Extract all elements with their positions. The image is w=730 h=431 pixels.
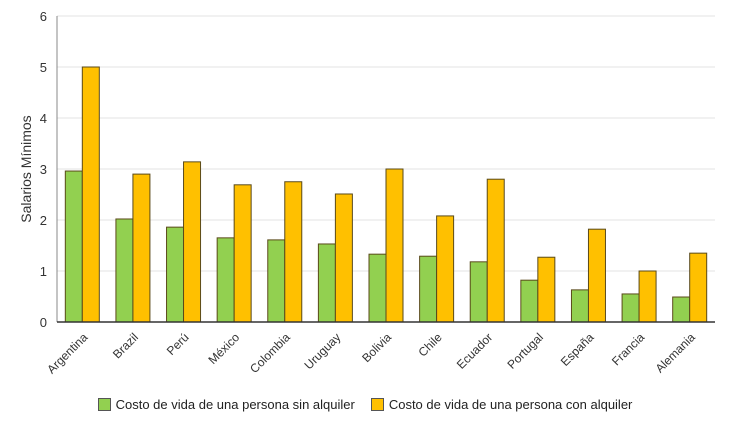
bar-Argentina-con-alquiler <box>81 66 100 323</box>
y-tick-label: 5 <box>40 60 47 75</box>
bar-Uruguay-con-alquiler <box>334 193 353 323</box>
y-axis-label: Salarios Mínimos <box>18 115 34 222</box>
bar-Uruguay-sin-alquiler <box>317 243 336 323</box>
bar-Bolivia-con-alquiler <box>385 168 404 323</box>
bar-Chile-con-alquiler <box>436 215 455 323</box>
x-tick-label: Bolivia <box>359 330 394 365</box>
bar-Chile-sin-alquiler <box>419 255 438 323</box>
chart-plot: 0 1 2 3 4 5 6 Salarios Mínimos Argentina Brazil Pe… <box>18 9 715 376</box>
bar-Brazil-con-alquiler <box>132 173 151 323</box>
legend-swatch <box>370 398 384 411</box>
y-tick-label: 6 <box>40 9 47 24</box>
legend-item-sin-alquiler: Costo de vida de una persona sin alquile… <box>97 397 355 412</box>
bar-México-sin-alquiler <box>216 237 235 323</box>
y-tick-label: 1 <box>40 264 47 279</box>
x-tick-label: Uruguay <box>302 330 344 372</box>
legend: Costo de vida de una persona sin alquile… <box>0 397 730 412</box>
x-tick-label: Perú <box>164 330 192 358</box>
bar-Alemania-con-alquiler <box>689 252 708 323</box>
bar-España-con-alquiler <box>587 228 606 323</box>
legend-swatch <box>97 398 111 411</box>
bar-Francia-con-alquiler <box>638 270 657 323</box>
legend-label: Costo de vida de una persona con alquile… <box>388 397 633 412</box>
bar-Colombia-sin-alquiler <box>267 239 286 323</box>
x-tick-label: España <box>558 330 597 369</box>
bar-España-sin-alquiler <box>570 289 589 323</box>
x-tick-label: Francia <box>609 330 647 368</box>
legend-item-con-alquiler: Costo de vida de una persona con alquile… <box>370 397 633 412</box>
x-tick-label: Colombia <box>247 330 293 376</box>
bar-Bolivia-sin-alquiler <box>368 253 387 323</box>
x-tick-label: Argentina <box>44 330 90 376</box>
bar-Perú-sin-alquiler <box>166 226 185 323</box>
bar-Perú-con-alquiler <box>183 161 202 323</box>
y-tick-label: 4 <box>40 111 47 126</box>
bar-Francia-sin-alquiler <box>621 293 640 323</box>
x-tick-label: Alemania <box>653 330 699 376</box>
x-tick-label: México <box>205 330 242 367</box>
bar-Portugal-con-alquiler <box>537 256 556 323</box>
y-tick-label: 0 <box>40 315 47 330</box>
bar-Colombia-con-alquiler <box>284 181 303 323</box>
y-tick-label: 3 <box>40 162 47 177</box>
x-tick-label: Brazil <box>110 330 141 361</box>
bar-Argentina-sin-alquiler <box>64 170 83 323</box>
legend-label: Costo de vida de una persona sin alquile… <box>115 397 355 412</box>
x-tick-label: Ecuador <box>454 330 496 372</box>
x-tick-label: Chile <box>415 330 444 359</box>
bar-Brazil-sin-alquiler <box>115 218 134 323</box>
x-tick-label: Portugal <box>504 330 546 372</box>
bar-Ecuador-con-alquiler <box>486 178 505 323</box>
bar-Ecuador-sin-alquiler <box>469 261 488 323</box>
bar-Alemania-sin-alquiler <box>672 296 691 323</box>
bar-México-con-alquiler <box>233 184 252 323</box>
bar-Portugal-sin-alquiler <box>520 279 539 323</box>
y-tick-label: 2 <box>40 213 47 228</box>
